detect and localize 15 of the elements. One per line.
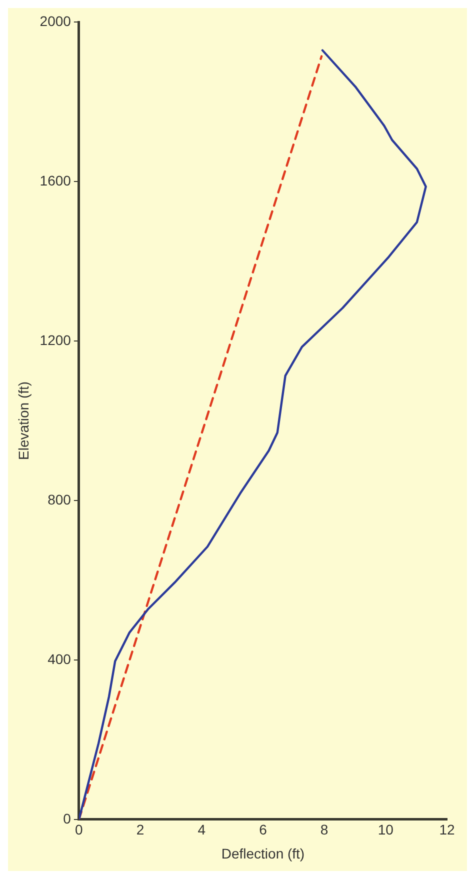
y-tick-label: 1600 (40, 172, 72, 188)
x-tick-label: 2 (136, 822, 144, 838)
x-tick-label: 8 (320, 822, 328, 838)
x-tick-label: 12 (439, 822, 455, 838)
y-tick-label: 0 (63, 810, 72, 826)
x-tick-label: 6 (259, 822, 268, 838)
y-tick-label: 400 (48, 650, 72, 667)
x-axis-title: Deflection (ft) (221, 845, 305, 862)
y-tick-label: 2000 (40, 12, 72, 29)
y-tick-label: 800 (48, 491, 72, 508)
x-tick-label: 4 (198, 822, 206, 838)
x-tick-label: 0 (75, 822, 84, 838)
x-tick-label: 10 (378, 822, 394, 838)
y-tick-label: 1200 (40, 332, 72, 348)
y-axis-title: Elevation (ft) (15, 381, 32, 460)
